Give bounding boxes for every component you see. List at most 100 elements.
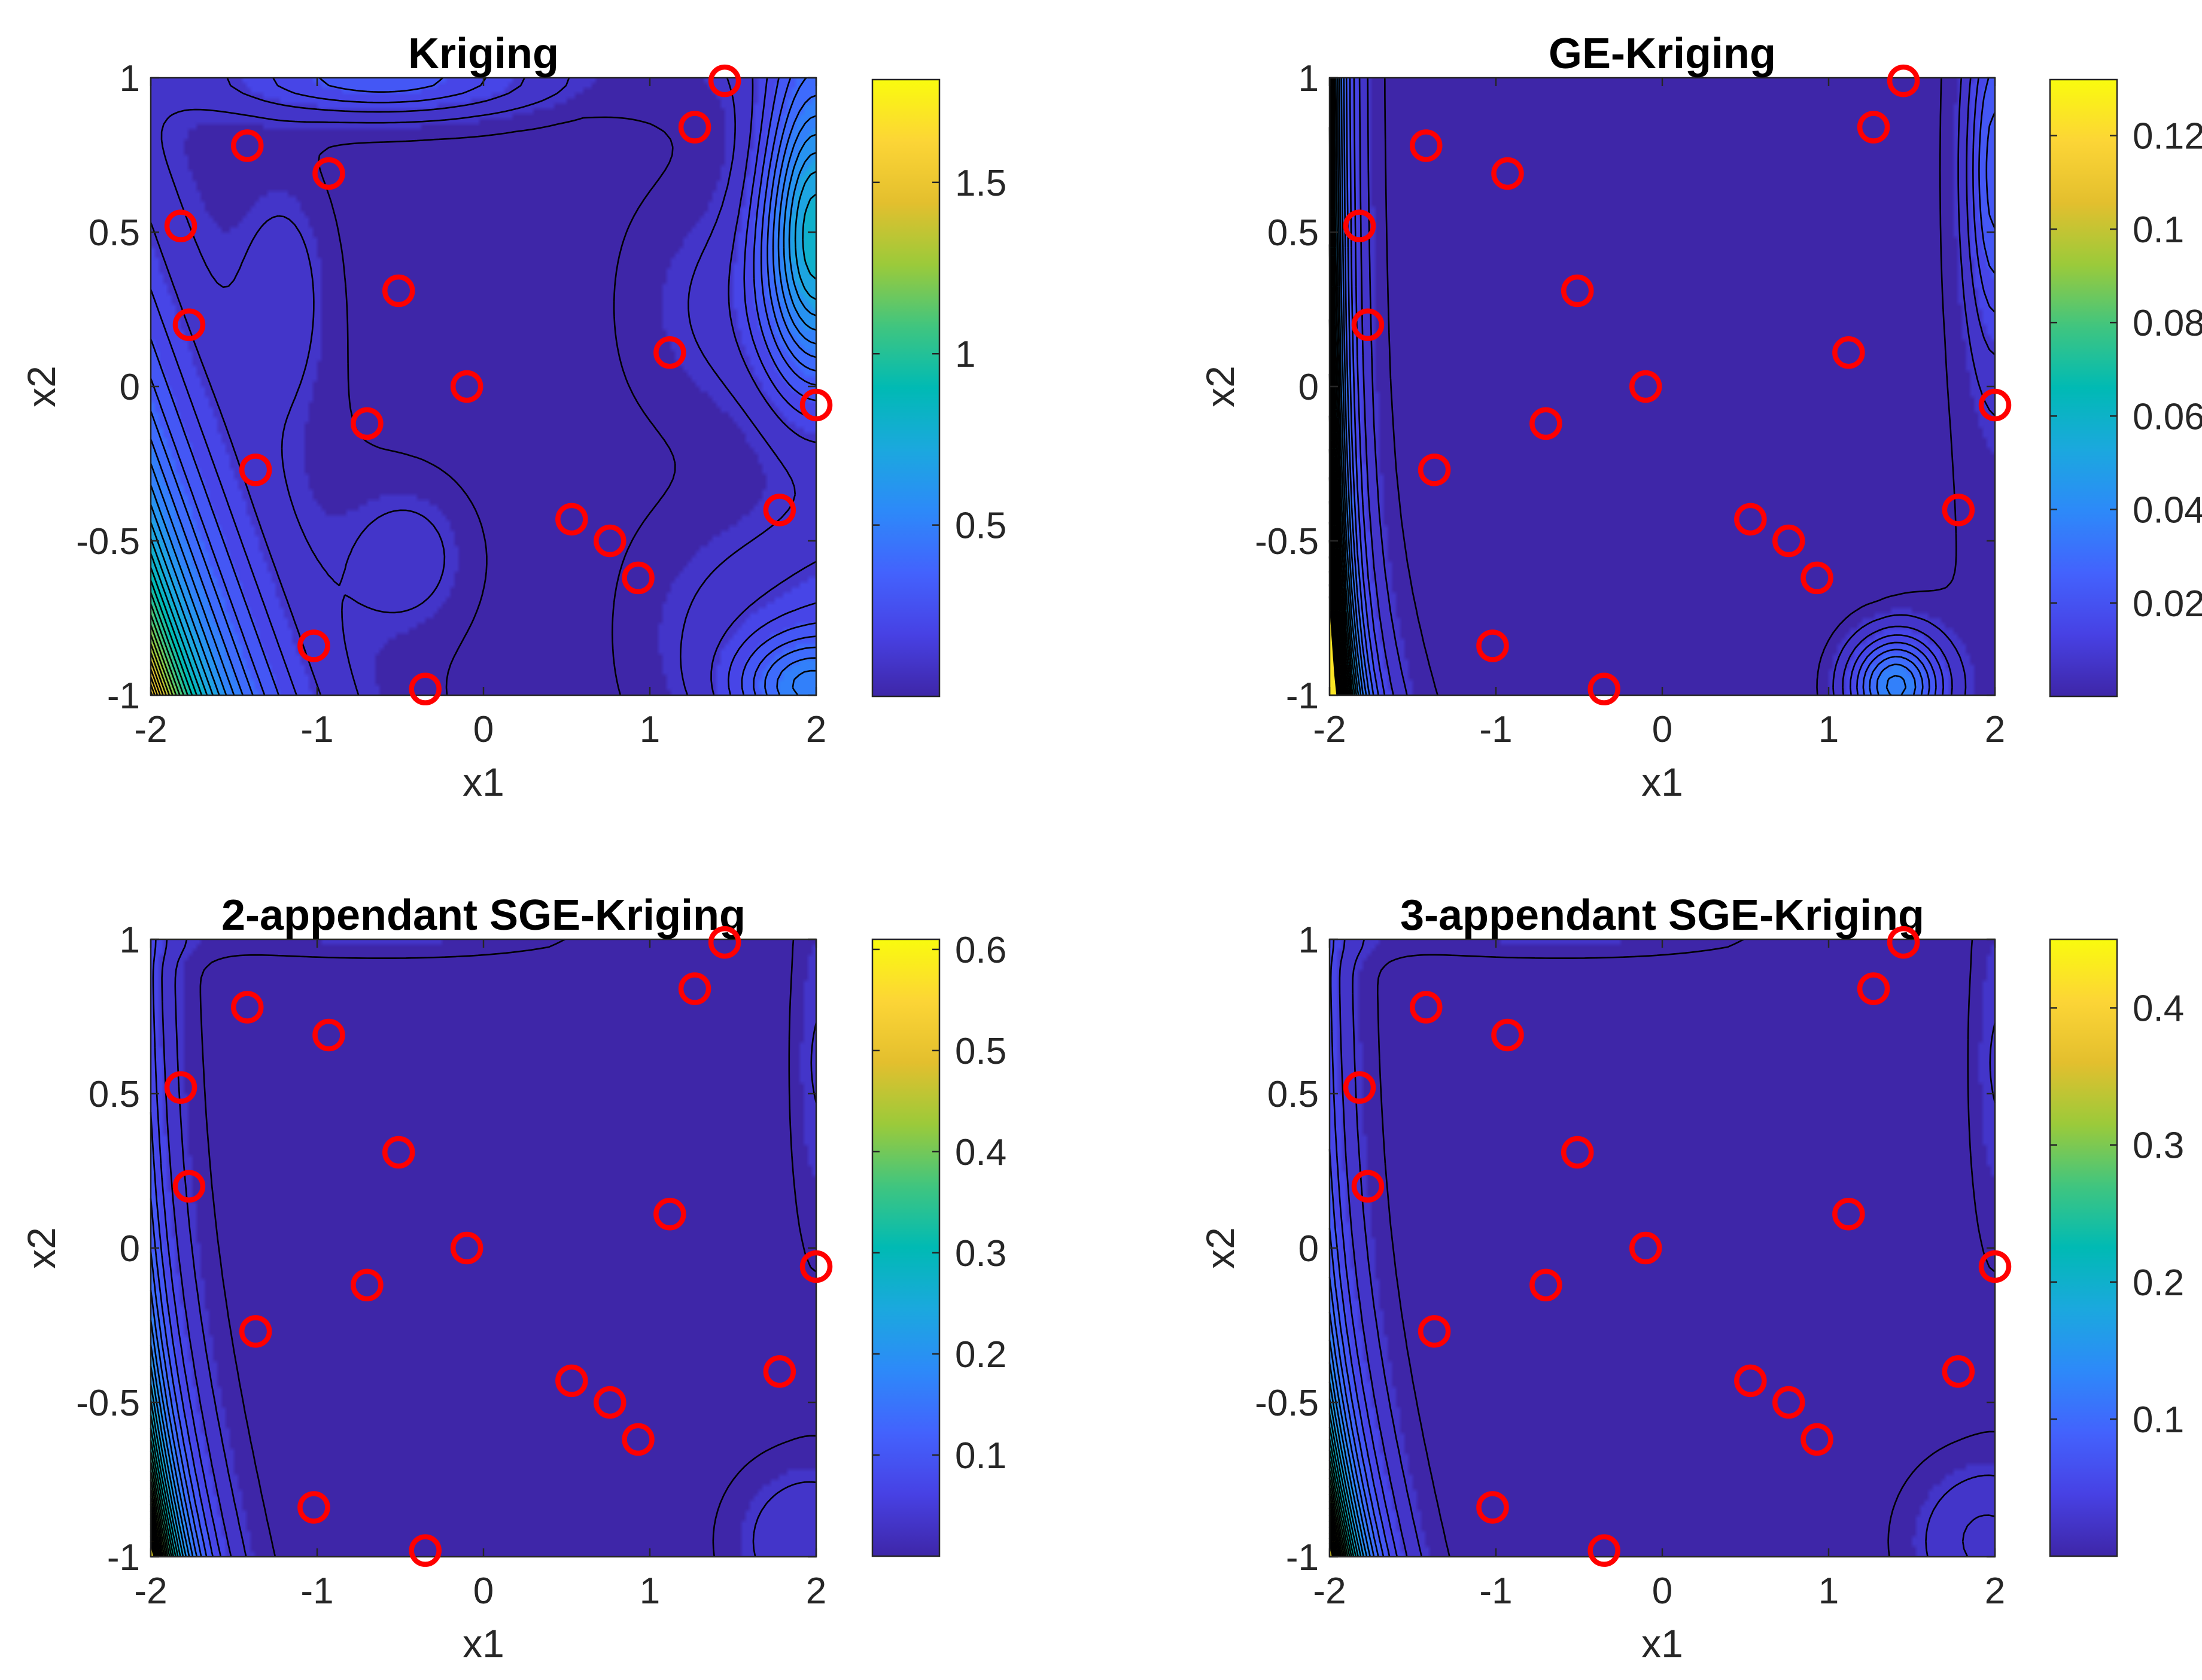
- sample-point-marker: [230, 129, 264, 162]
- sample-point-marker: [653, 1197, 686, 1231]
- sample-point-marker: [555, 503, 588, 536]
- sample-point-marker: [382, 1136, 415, 1169]
- sample-point-marker: [1491, 157, 1524, 190]
- y-tick-label: -1: [107, 675, 140, 717]
- colorbar-tick-label: 0.04: [2133, 490, 2202, 531]
- sample-point-marker: [1978, 388, 2012, 422]
- sample-point-marker: [1529, 407, 1562, 440]
- sample-point-marker: [1978, 1250, 2012, 1283]
- y-tick-label: -0.5: [1255, 1383, 1319, 1424]
- contour-lines: [150, 77, 817, 696]
- x-tick-label: -2: [1313, 1571, 1346, 1612]
- y-tick-label: 1: [1298, 920, 1319, 961]
- colorbar-tick-label: 0.4: [2133, 988, 2184, 1030]
- contour-line: [1330, 939, 1398, 1557]
- sample-point-marker: [594, 1386, 626, 1419]
- x-axis-label: x1: [1641, 1621, 1683, 1666]
- sample-points: [164, 64, 833, 705]
- y-tick-label: 0.5: [89, 1074, 140, 1115]
- sample-point-marker: [1418, 454, 1451, 486]
- colorbar-tick-label: 0.12: [2133, 116, 2202, 157]
- contour-line: [174, 939, 817, 1557]
- x-tick-label: -2: [134, 709, 167, 750]
- contour-line: [1367, 77, 1996, 696]
- y-axis-label: x2: [1198, 366, 1242, 407]
- sample-point-marker: [1351, 308, 1385, 342]
- y-axis-label: x2: [19, 1227, 63, 1269]
- colorbar: [2049, 78, 2118, 698]
- chart-title: Kriging: [408, 30, 559, 78]
- colorbar: [871, 78, 941, 698]
- contour-lines: [1328, 77, 1996, 696]
- colorbar: [2049, 938, 2118, 1557]
- y-tick-label: 0.5: [89, 212, 140, 254]
- colorbar-tick-label: 0.5: [955, 506, 1006, 547]
- contour-line: [1352, 939, 1996, 1557]
- colorbar-tick-label: 0.02: [2133, 583, 2202, 625]
- sample-point-marker: [1857, 111, 1890, 144]
- sample-point-marker: [763, 494, 796, 526]
- colorbar-tick-label: 0.6: [955, 930, 1006, 971]
- contour-line: [150, 643, 171, 696]
- sample-point-marker: [1800, 1423, 1833, 1456]
- y-tick-label: 0: [120, 367, 140, 408]
- sample-point-marker: [297, 629, 330, 662]
- colorbar-tick-label: 0.06: [2133, 396, 2202, 437]
- y-tick-label: -0.5: [76, 1383, 140, 1424]
- contour-line: [1340, 77, 1917, 696]
- sample-point-marker: [1887, 64, 1920, 98]
- sample-point-marker: [1418, 1315, 1451, 1348]
- y-tick-label: 1: [120, 58, 140, 99]
- colorbar: [871, 938, 941, 1557]
- chart-title: 3-appendant SGE-Kriging: [1400, 891, 1924, 939]
- sample-point-marker: [622, 1423, 655, 1456]
- sample-point-marker: [1832, 336, 1865, 369]
- sample-point-marker: [230, 991, 264, 1024]
- y-tick-label: -1: [1286, 675, 1319, 717]
- x-tick-label: -1: [1479, 1571, 1512, 1612]
- colorbar-tick-label: 1: [955, 334, 975, 375]
- sample-point-marker: [172, 308, 206, 342]
- y-axis-label: x2: [19, 366, 63, 407]
- contour-line: [1332, 77, 1356, 696]
- contour-line: [1384, 77, 1957, 696]
- sample-point-marker: [653, 336, 686, 369]
- sample-point-marker: [1476, 1491, 1509, 1524]
- sample-point-marker: [1409, 129, 1443, 162]
- contour-line: [1339, 77, 1907, 696]
- sample-point-marker: [351, 1268, 384, 1302]
- colorbar-tick-label: 0.5: [955, 1031, 1006, 1072]
- contour-line: [1335, 77, 1359, 696]
- contour-fill: [1330, 78, 1995, 695]
- colorbar-tick-label: 0.08: [2133, 303, 2202, 344]
- x-tick-label: 0: [473, 1571, 494, 1612]
- sample-point-marker: [1734, 1364, 1767, 1398]
- contour-line: [150, 603, 185, 696]
- sample-point-marker: [1629, 1231, 1662, 1265]
- sample-point-marker: [450, 370, 483, 403]
- contour-line: [1339, 939, 1996, 1557]
- colorbar-tick-label: 0.1: [2133, 209, 2184, 251]
- sample-point-marker: [1491, 1018, 1524, 1052]
- sample-point-marker: [409, 672, 442, 705]
- sample-point-marker: [164, 209, 197, 242]
- contour-line: [1331, 78, 1354, 696]
- sample-point-marker: [1343, 209, 1376, 242]
- sample-point-marker: [678, 111, 711, 144]
- sample-point-marker: [1561, 274, 1594, 308]
- contour-line: [150, 580, 193, 696]
- y-tick-label: -1: [107, 1537, 140, 1578]
- sample-point-marker: [450, 1231, 483, 1265]
- y-tick-label: 0.5: [1267, 1074, 1319, 1115]
- sample-point-marker: [409, 1534, 442, 1567]
- x-tick-label: -1: [1479, 709, 1512, 750]
- contour-line: [1343, 77, 1924, 696]
- chart-title: GE-Kriging: [1549, 30, 1776, 78]
- sample-point-marker: [1587, 672, 1620, 705]
- contour-line: [150, 171, 817, 696]
- colorbar-tick-label: 1.5: [955, 163, 1006, 204]
- contour-line: [317, 116, 676, 696]
- sample-point-marker: [708, 926, 741, 959]
- contour-line: [152, 939, 222, 1557]
- sample-point-marker: [1887, 926, 1920, 959]
